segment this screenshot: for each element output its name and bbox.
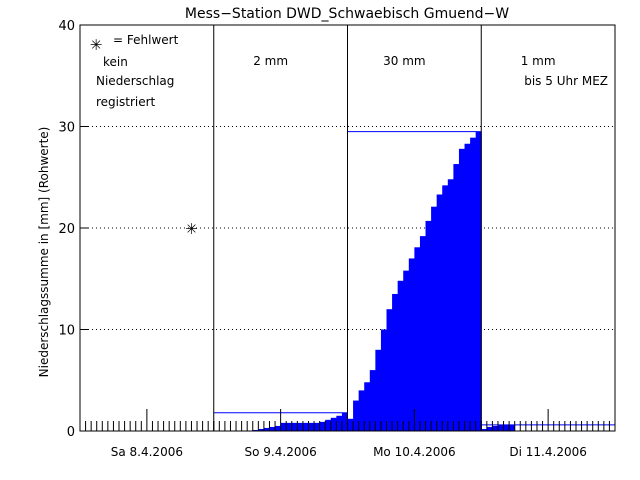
precip-bar (308, 422, 315, 431)
precip-bar (392, 293, 399, 431)
daily-total-label: 2 mm (253, 54, 288, 68)
precip-bar (375, 349, 382, 431)
precip-bar (297, 422, 304, 431)
precip-bar (447, 179, 454, 431)
precip-bar (497, 424, 505, 431)
precip-bar (414, 247, 421, 431)
period-note: bis 5 Uhr MEZ (524, 74, 608, 88)
no-precip-note: kein (103, 55, 128, 69)
plot-frame (79, 24, 616, 432)
precip-bar (470, 137, 477, 432)
x-day-label: Di 11.4.2006 (509, 445, 586, 459)
precip-bar (503, 424, 510, 431)
y-tick-label: 30 (58, 121, 75, 136)
precip-bar (408, 258, 415, 431)
precip-bar (458, 148, 466, 431)
precip-bar (286, 422, 293, 431)
precip-bar (475, 131, 482, 431)
precip-bar (302, 422, 309, 431)
x-day-label: Mo 10.4.2006 (373, 445, 456, 459)
daily-total-label: 30 mm (383, 54, 425, 68)
precip-bar (341, 412, 348, 431)
y-tick-label: 40 (58, 19, 75, 34)
precip-bar (330, 417, 337, 431)
precip-bar (336, 415, 343, 431)
precip-bar (291, 422, 298, 431)
precip-bar (481, 428, 488, 431)
label-layer: 0 10 20 30 40 Sa 8.4.2006 So 9.4.2006 2 mm Mo 10… (58, 19, 608, 459)
day-separators (213, 25, 482, 431)
precip-bar (353, 400, 360, 431)
precip-bar (252, 429, 259, 431)
precip-bar (442, 185, 449, 431)
y-axis-label: Niederschlagssumme in [mm] (Rohwerte) (37, 127, 51, 378)
precip-bar (263, 427, 270, 431)
precip-bar (319, 421, 326, 431)
x-day-label: Sa 8.4.2006 (111, 445, 183, 459)
precip-bar (386, 309, 393, 431)
no-precip-note: Niederschlag (96, 74, 174, 88)
precip-bar (314, 422, 321, 431)
precip-bar (275, 425, 282, 431)
precip-bar (403, 270, 410, 431)
precip-bar (364, 382, 371, 431)
missing-value-marker: ✳ (185, 220, 198, 238)
precip-bar (258, 428, 265, 431)
precip-bar (431, 206, 438, 431)
legend-marker: ✳ (90, 36, 103, 54)
precip-bar (397, 280, 404, 431)
daily-total-label: 1 mm (521, 54, 556, 68)
precip-bar (486, 426, 493, 431)
chart-title: Mess−Station DWD_Schwaebisch Gmuend−W (185, 6, 509, 22)
precip-bar (492, 425, 499, 431)
y-tick-label: 0 (67, 425, 75, 440)
legend-text: = Fehlwert (113, 33, 179, 47)
precip-bar (369, 370, 376, 431)
tick-layer (79, 24, 616, 432)
precip-bar (347, 418, 354, 431)
y-tick-label: 20 (58, 222, 75, 237)
precip-bar (509, 424, 516, 431)
bars-layer (252, 131, 516, 432)
precip-bar (325, 419, 332, 431)
precip-bar (436, 194, 443, 431)
precip-bar (380, 329, 388, 431)
precip-bar (419, 236, 427, 431)
precip-bar (453, 164, 460, 431)
precip-bar (358, 390, 365, 431)
precip-bar (280, 422, 287, 431)
precip-bar (269, 426, 276, 431)
precip-bar (425, 220, 432, 431)
y-tick-label: 10 (58, 324, 75, 339)
x-day-label: So 9.4.2006 (245, 445, 317, 459)
precip-bar (464, 143, 471, 431)
no-precip-note: registriert (96, 95, 156, 109)
